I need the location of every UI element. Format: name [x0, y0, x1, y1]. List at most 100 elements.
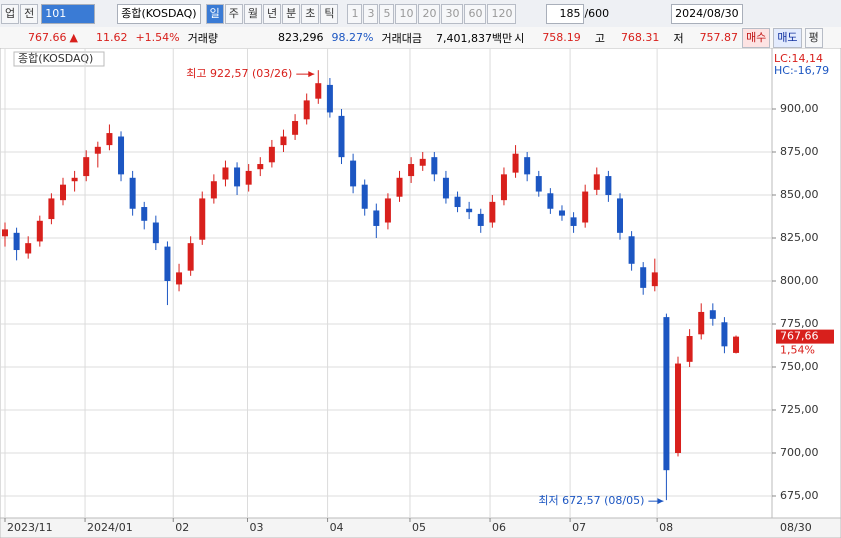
period-button[interactable]: 틱 — [320, 3, 339, 24]
candle-body — [13, 232, 20, 251]
candle-body — [558, 210, 565, 216]
y-tick-label: 850,00 — [780, 188, 819, 201]
candle-body — [616, 198, 623, 233]
interval-button[interactable]: 5 — [379, 3, 395, 24]
volume-label: 거래량 — [187, 31, 219, 45]
lc-label: LC:14,14 — [774, 52, 823, 65]
high-label: 고 — [594, 31, 605, 45]
avg-button[interactable]: 평 — [804, 27, 823, 48]
y-tick-label: 775,00 — [780, 317, 819, 330]
candle-body — [384, 198, 391, 223]
y-tick-label: 875,00 — [780, 145, 819, 158]
interval-button[interactable]: 120 — [487, 3, 517, 24]
candle-body — [408, 164, 415, 177]
sell-button[interactable]: 매도 — [773, 27, 802, 48]
price: 767.66 — [28, 31, 67, 44]
candle-body — [547, 193, 554, 209]
period-button[interactable]: 년 — [262, 3, 282, 24]
x-tick-label: 08 — [659, 521, 673, 534]
y-axis-area — [771, 48, 841, 519]
low-note: 최저 672,57 (08/05) — [538, 494, 644, 507]
candle-body — [675, 363, 682, 453]
high-arrowhead — [308, 71, 315, 78]
candle-body — [500, 174, 507, 201]
candle-body — [118, 136, 125, 175]
candle-body — [60, 184, 67, 201]
open-label: 시 — [514, 31, 525, 45]
candle-body — [106, 133, 113, 146]
market-select[interactable]: 업 — [1, 3, 20, 24]
x-tick-label: 02 — [175, 521, 189, 534]
candle-body — [605, 176, 612, 195]
candle-body — [245, 170, 252, 185]
candle-body — [257, 164, 264, 170]
buy-button[interactable]: 매수 — [742, 27, 771, 48]
interval-button[interactable]: 20 — [418, 3, 441, 24]
candle-body — [651, 272, 658, 287]
x-tick-label: 03 — [250, 521, 264, 534]
x-tick-label: 2024/01 — [87, 521, 133, 534]
amount: 7,401,837백만 — [435, 31, 513, 45]
candle-body — [489, 201, 496, 223]
x-tick-label: 2023/11 — [7, 521, 53, 534]
candle-body — [234, 167, 241, 187]
candle-body — [698, 311, 705, 335]
y-tick-label: 675,00 — [780, 489, 819, 502]
candle-body — [152, 222, 159, 244]
period-button[interactable]: 초 — [301, 3, 320, 24]
candle-body — [361, 184, 368, 209]
candle-body — [315, 83, 322, 99]
period-button[interactable]: 일 — [205, 3, 224, 24]
x-tick-label: 06 — [492, 521, 506, 534]
candle-body — [176, 272, 183, 285]
interval-button[interactable]: 30 — [441, 3, 464, 24]
candle-body — [187, 243, 194, 271]
candle-body — [593, 174, 600, 190]
period-button[interactable]: 주 — [224, 3, 243, 24]
max-count: /600 — [584, 7, 610, 20]
chart: 종합(KOSDAQ) LC:14,14 HC:-16,79 08/30 675,… — [0, 48, 841, 538]
date-input[interactable]: 2024/08/30 — [671, 3, 743, 24]
arrow: ▲ — [69, 31, 78, 44]
low-label: 저 — [673, 31, 684, 45]
scope-button[interactable]: 전 — [20, 3, 39, 24]
y-tick-label: 800,00 — [780, 274, 819, 287]
interval-button[interactable]: 10 — [395, 3, 418, 24]
candle-body — [303, 100, 310, 120]
y-tick-label: 700,00 — [780, 446, 819, 459]
x-tick-label: 05 — [412, 521, 426, 534]
interval-button[interactable]: 1 — [347, 3, 363, 24]
pct-tag: 1,54% — [780, 344, 815, 357]
low: 757.87 — [699, 31, 739, 44]
candle-body — [199, 198, 206, 240]
candle-body — [663, 317, 670, 471]
candle-body — [396, 177, 403, 197]
candle-body — [419, 158, 426, 166]
change-pct: +1.54% — [135, 31, 180, 44]
chart-title: 종합(KOSDAQ) — [18, 52, 93, 65]
period-button[interactable]: 월 — [243, 3, 262, 24]
hc-label: HC:-16,79 — [774, 64, 829, 77]
candle-body — [477, 213, 484, 226]
candle-body — [431, 157, 438, 175]
candle-body — [512, 153, 519, 173]
y-tick-label: 825,00 — [780, 231, 819, 244]
last-date: 08/30 — [780, 521, 812, 534]
candle-body — [210, 181, 217, 199]
candle-body — [570, 217, 577, 226]
info-bar: 767.66 ▲ 11.62 +1.54% 거래량 823,296 98.27%… — [0, 27, 841, 49]
candle-body — [83, 157, 90, 177]
candle-body — [373, 210, 380, 226]
interval-button[interactable]: 3 — [363, 3, 379, 24]
interval-button[interactable]: 60 — [464, 3, 487, 24]
volume: 823,296 — [278, 31, 324, 44]
candle-body — [535, 176, 542, 192]
high-note: 최고 922,57 (03/26) — [186, 67, 292, 80]
y-tick-label: 750,00 — [780, 360, 819, 373]
code-input[interactable]: 101 — [41, 3, 96, 24]
candle-body — [164, 246, 171, 281]
period-button[interactable]: 분 — [282, 3, 301, 24]
low-arrowhead — [657, 498, 664, 505]
count-input[interactable]: 185 — [546, 3, 585, 24]
